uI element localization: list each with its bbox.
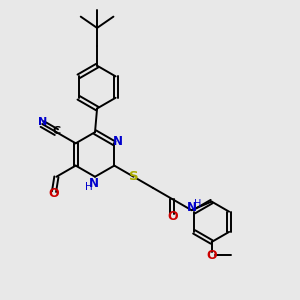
Text: N: N bbox=[88, 177, 98, 190]
Text: H: H bbox=[194, 199, 202, 208]
Text: O: O bbox=[206, 249, 217, 262]
Text: N: N bbox=[113, 135, 123, 148]
Text: C: C bbox=[52, 126, 61, 136]
Text: H: H bbox=[85, 182, 92, 193]
Text: N: N bbox=[38, 117, 47, 127]
Text: N: N bbox=[187, 201, 196, 214]
Text: O: O bbox=[167, 210, 178, 224]
Text: S: S bbox=[129, 170, 138, 183]
Text: O: O bbox=[49, 188, 59, 200]
